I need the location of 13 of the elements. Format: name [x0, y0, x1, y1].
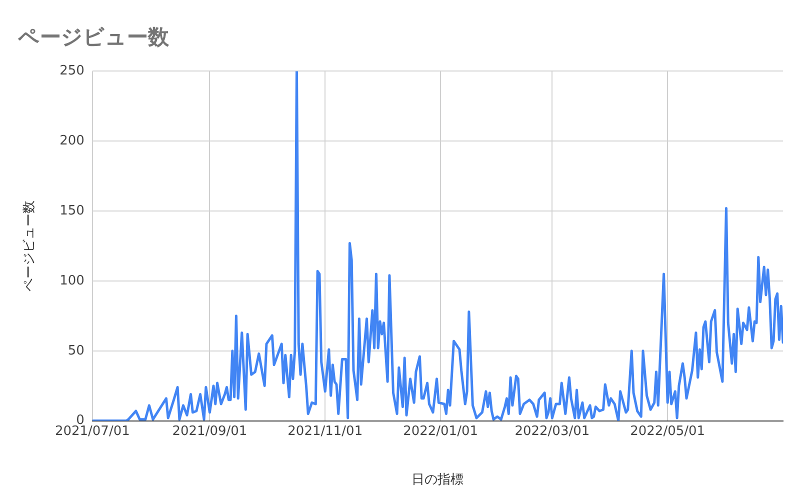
y-tick-label: 200 [60, 133, 84, 148]
x-tick-label: 2021/11/01 [288, 424, 363, 439]
chart-title: ページビュー数 [17, 25, 170, 50]
y-tick-label: 150 [60, 203, 84, 218]
x-tick-label: 2022/05/01 [630, 424, 706, 439]
x-tick-label: 2022/01/01 [403, 424, 478, 439]
x-tick-label: 2021/09/01 [172, 424, 248, 439]
y-tick-label: 100 [60, 273, 84, 288]
y-axis-title: ページビュー数 [22, 200, 38, 292]
y-tick-label: 50 [68, 343, 84, 358]
x-axis-title: 日の指標 [412, 472, 464, 488]
y-tick-label: 250 [60, 64, 84, 79]
x-tick-label: 2022/03/01 [514, 424, 590, 439]
